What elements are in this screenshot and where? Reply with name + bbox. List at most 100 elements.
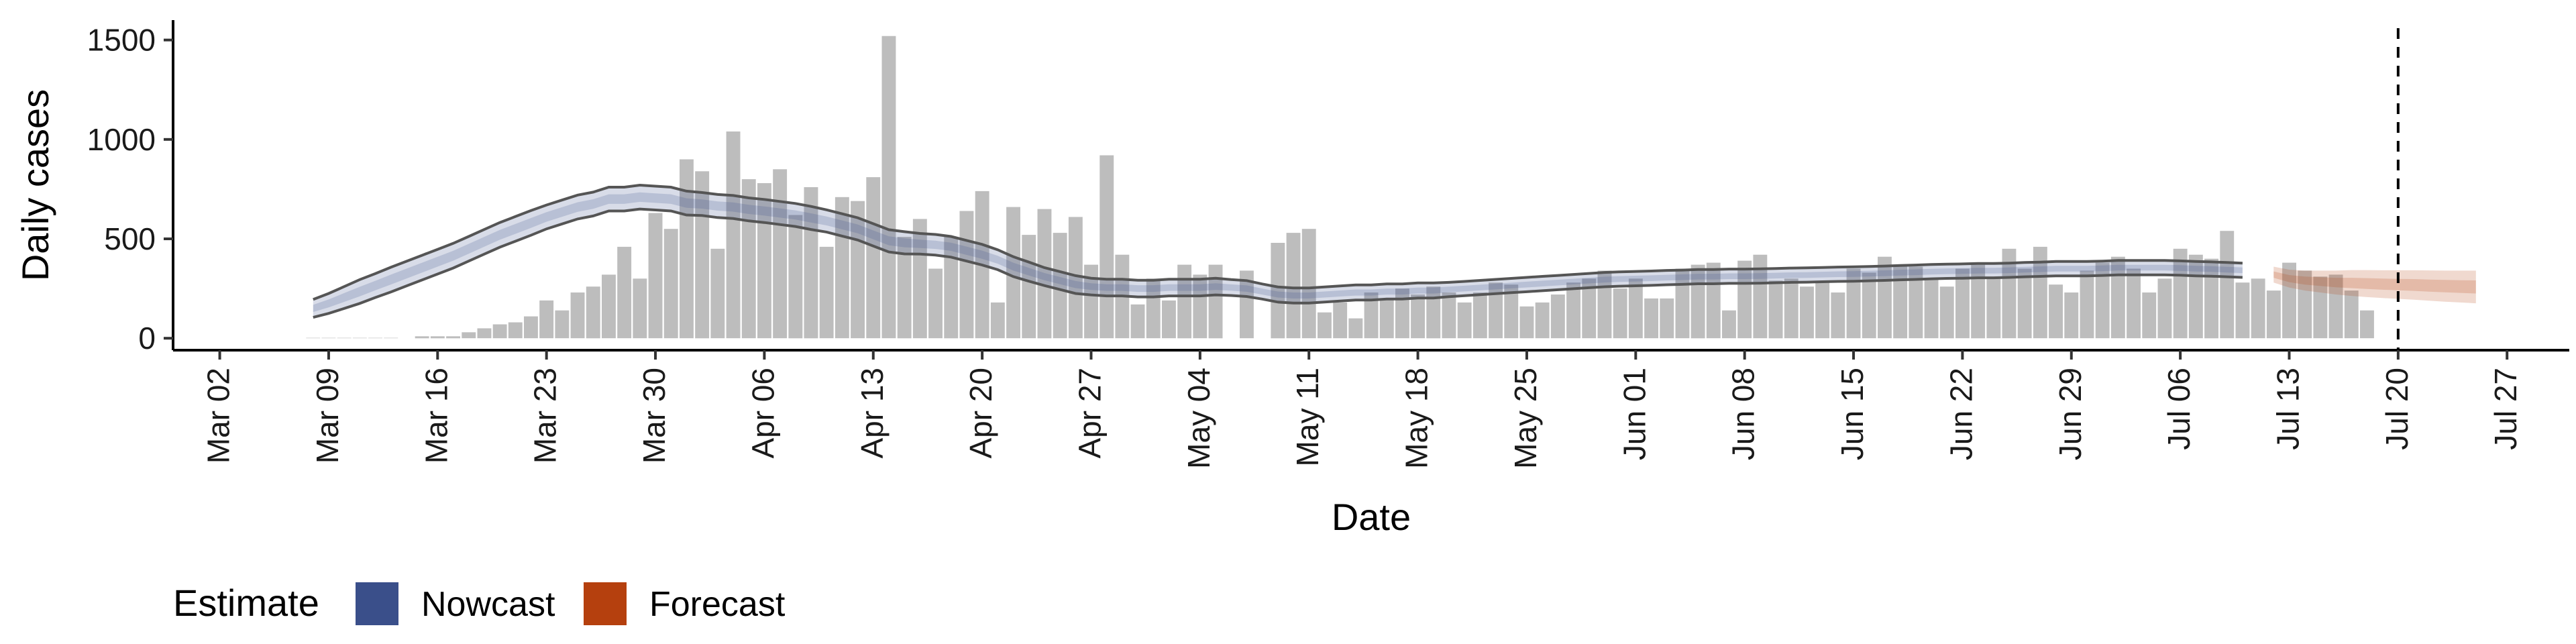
- y-axis-ticks: 0 500 1000 1500: [87, 23, 173, 356]
- case-bar: [1084, 264, 1098, 339]
- case-bar: [1909, 266, 1923, 339]
- case-bar: [1068, 217, 1083, 339]
- case-bar: [928, 268, 943, 339]
- x-tick-label: Jul 20: [2379, 368, 2414, 450]
- case-bar: [368, 337, 382, 339]
- forecast-band: [2273, 266, 2476, 304]
- case-bar: [2266, 290, 2281, 339]
- y-axis-title: Daily cases: [14, 89, 56, 281]
- case-bar: [2110, 256, 2125, 339]
- x-tick-label: Apr 27: [1072, 368, 1107, 459]
- case-bar: [1613, 288, 1627, 339]
- case-bar: [1022, 235, 1036, 339]
- case-bar: [462, 332, 476, 339]
- case-bar: [866, 177, 881, 339]
- case-bar: [1037, 209, 1052, 339]
- nowcast-legend-label: Nowcast: [421, 585, 555, 624]
- case-bar: [959, 211, 974, 339]
- case-bar: [555, 310, 570, 339]
- case-bar: [1099, 155, 1114, 339]
- case-bar: [1846, 268, 1861, 339]
- case-bar: [430, 336, 445, 339]
- case-bar: [1286, 233, 1301, 339]
- x-tick-label: Jul 13: [2270, 368, 2305, 450]
- case-bar: [1271, 243, 1285, 339]
- y-tick-label: 1500: [87, 23, 156, 58]
- case-bar: [1862, 272, 1876, 339]
- forecast-inner-band: [2273, 271, 2476, 294]
- x-axis-title: Date: [1332, 496, 1411, 538]
- case-bar: [1457, 302, 1472, 339]
- case-bar: [2017, 268, 2032, 339]
- case-bar: [570, 292, 585, 339]
- case-bar: [2282, 262, 2296, 339]
- case-bar: [2220, 231, 2235, 339]
- case-bar: [2328, 274, 2343, 339]
- x-tick-label: Jun 01: [1617, 368, 1652, 460]
- case-bar: [1535, 302, 1550, 339]
- case-bar: [2173, 248, 2188, 339]
- x-tick-label: Mar 23: [528, 368, 563, 464]
- nowcast-lower-line: [313, 207, 2243, 319]
- case-bar: [695, 171, 710, 339]
- case-bar: [477, 328, 492, 339]
- case-bar: [990, 302, 1005, 339]
- case-bar: [1924, 278, 1939, 339]
- case-bar: [633, 278, 647, 339]
- case-bar: [352, 337, 367, 339]
- case-bar: [1053, 233, 1067, 339]
- case-bar: [944, 237, 959, 339]
- case-bar: [1768, 280, 1783, 339]
- case-bar: [1831, 292, 1845, 339]
- case-bar: [1472, 292, 1487, 339]
- legend: Estimate Nowcast Forecast: [173, 582, 786, 625]
- legend-title: Estimate: [173, 582, 319, 624]
- nowcast-upper-line: [313, 183, 2243, 301]
- case-bar: [508, 322, 523, 339]
- forecast-legend-key: [584, 582, 627, 625]
- case-bar: [1519, 306, 1534, 339]
- x-axis-ticks: Mar 02 Mar 09 Mar 16 Mar 23 Mar 30 Apr 06 Apr …: [201, 350, 2523, 469]
- case-bar: [1193, 274, 1208, 339]
- case-bar: [851, 201, 865, 339]
- case-bar: [1364, 292, 1379, 339]
- case-bar: [773, 169, 788, 339]
- case-bar: [306, 337, 321, 339]
- case-bar: [2204, 258, 2218, 339]
- case-bar: [1582, 278, 1597, 339]
- case-bar: [1893, 264, 1908, 339]
- case-bar: [492, 324, 507, 339]
- case-bar: [2313, 276, 2328, 339]
- x-tick-label: May 18: [1399, 368, 1434, 469]
- case-bar: [1006, 207, 1020, 339]
- case-bar: [912, 219, 927, 339]
- case-bar: [2095, 262, 2110, 339]
- x-tick-label: May 04: [1181, 368, 1216, 469]
- case-bar: [1878, 256, 1892, 339]
- case-bar: [2127, 268, 2141, 339]
- y-tick-label: 0: [138, 321, 156, 356]
- case-bar: [663, 229, 678, 339]
- case-bar: [1971, 264, 1986, 339]
- case-bar: [2049, 284, 2063, 339]
- case-bar: [2298, 270, 2312, 339]
- x-tick-label: Mar 30: [637, 368, 672, 464]
- case-bar: [1301, 229, 1316, 339]
- case-bar: [1177, 264, 1192, 339]
- case-bar: [321, 337, 336, 339]
- case-bar: [1489, 282, 1503, 339]
- case-bar: [1660, 298, 1674, 339]
- case-bar: [1130, 304, 1145, 339]
- case-bar: [2251, 278, 2265, 339]
- y-tick-label: 500: [104, 221, 156, 256]
- case-bar: [524, 316, 538, 339]
- x-tick-label: Apr 20: [963, 368, 998, 459]
- x-tick-label: Apr 13: [855, 368, 890, 459]
- case-bar: [2235, 282, 2250, 339]
- case-bar: [1395, 288, 1409, 339]
- case-bar: [1986, 278, 2001, 339]
- case-bar: [1426, 286, 1441, 339]
- case-bar: [1208, 264, 1223, 339]
